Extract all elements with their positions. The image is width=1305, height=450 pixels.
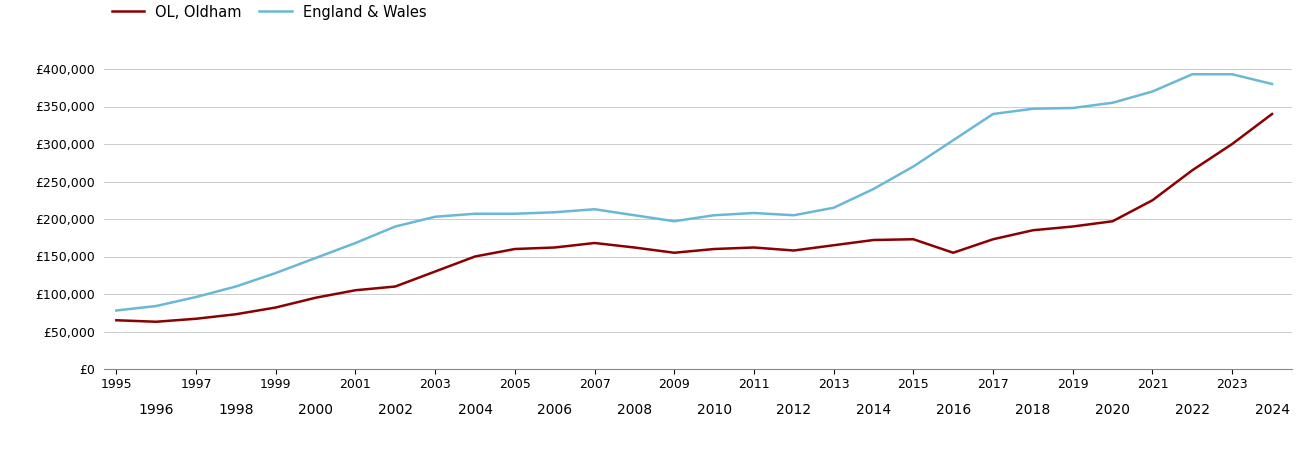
- England & Wales: [945, 138, 960, 143]
- England & Wales: [1265, 81, 1280, 87]
- England & Wales: [347, 240, 363, 246]
- OL, Oldham: [1265, 111, 1280, 117]
- England & Wales: [108, 308, 124, 313]
- OL, Oldham: [786, 248, 801, 253]
- OL, Oldham: [706, 246, 722, 252]
- England & Wales: [1144, 89, 1160, 94]
- OL, Oldham: [906, 237, 921, 242]
- England & Wales: [388, 224, 403, 229]
- England & Wales: [1224, 72, 1240, 77]
- England & Wales: [427, 214, 442, 220]
- OL, Oldham: [746, 245, 762, 250]
- Line: England & Wales: England & Wales: [116, 74, 1272, 310]
- England & Wales: [228, 284, 244, 289]
- OL, Oldham: [388, 284, 403, 289]
- OL, Oldham: [108, 318, 124, 323]
- OL, Oldham: [268, 305, 283, 310]
- England & Wales: [1185, 72, 1201, 77]
- OL, Oldham: [667, 250, 683, 256]
- England & Wales: [188, 294, 204, 300]
- Line: OL, Oldham: OL, Oldham: [116, 114, 1272, 322]
- OL, Oldham: [427, 269, 442, 274]
- England & Wales: [268, 270, 283, 276]
- England & Wales: [826, 205, 842, 211]
- OL, Oldham: [1185, 167, 1201, 173]
- OL, Oldham: [826, 243, 842, 248]
- OL, Oldham: [1105, 219, 1121, 224]
- OL, Oldham: [985, 237, 1001, 242]
- OL, Oldham: [945, 250, 960, 256]
- OL, Oldham: [587, 240, 603, 246]
- England & Wales: [626, 212, 642, 218]
- England & Wales: [308, 255, 324, 261]
- OL, Oldham: [228, 311, 244, 317]
- England & Wales: [1105, 100, 1121, 105]
- OL, Oldham: [1026, 228, 1041, 233]
- OL, Oldham: [1224, 141, 1240, 147]
- OL, Oldham: [508, 246, 523, 252]
- England & Wales: [985, 111, 1001, 117]
- England & Wales: [706, 212, 722, 218]
- England & Wales: [746, 210, 762, 216]
- OL, Oldham: [347, 288, 363, 293]
- England & Wales: [906, 164, 921, 169]
- Legend: OL, Oldham, England & Wales: OL, Oldham, England & Wales: [112, 4, 427, 20]
- England & Wales: [786, 212, 801, 218]
- OL, Oldham: [1065, 224, 1081, 229]
- England & Wales: [1065, 105, 1081, 111]
- OL, Oldham: [467, 254, 483, 259]
- OL, Oldham: [547, 245, 562, 250]
- England & Wales: [467, 211, 483, 216]
- OL, Oldham: [308, 295, 324, 301]
- England & Wales: [587, 207, 603, 212]
- England & Wales: [547, 210, 562, 215]
- OL, Oldham: [626, 245, 642, 250]
- England & Wales: [508, 211, 523, 216]
- OL, Oldham: [188, 316, 204, 321]
- England & Wales: [1026, 106, 1041, 112]
- England & Wales: [865, 186, 881, 192]
- OL, Oldham: [1144, 198, 1160, 203]
- OL, Oldham: [149, 319, 164, 324]
- OL, Oldham: [865, 237, 881, 243]
- England & Wales: [149, 303, 164, 309]
- England & Wales: [667, 219, 683, 224]
